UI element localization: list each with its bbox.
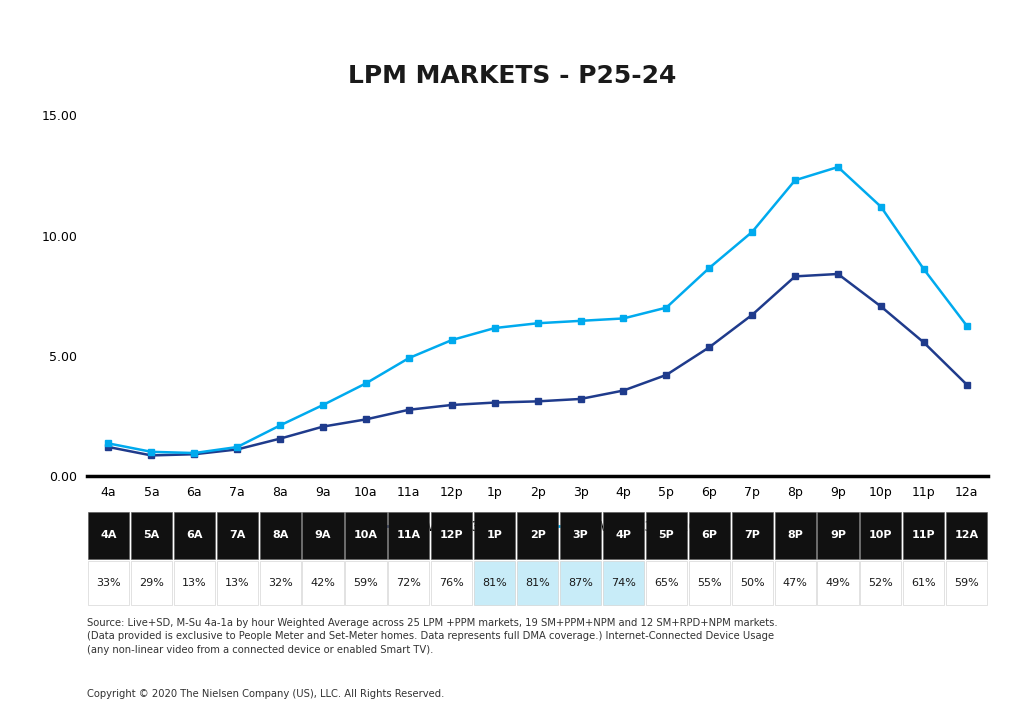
Text: 72%: 72%	[396, 578, 421, 588]
Text: 13%: 13%	[225, 578, 250, 588]
Bar	[774, 561, 816, 606]
Bar	[817, 512, 858, 559]
Text: 59%: 59%	[954, 578, 979, 588]
Bar	[474, 512, 515, 559]
Text: 12A: 12A	[954, 530, 979, 540]
Bar	[903, 561, 944, 606]
Text: 12P: 12P	[440, 530, 464, 540]
Bar	[217, 561, 258, 606]
Legend: WK OF 3/2/20, WK OF 3/23/20: WK OF 3/2/20, WK OF 3/23/20	[373, 514, 702, 539]
Text: 61%: 61%	[911, 578, 936, 588]
Bar	[345, 561, 386, 606]
Bar	[517, 512, 558, 559]
Text: 9P: 9P	[830, 530, 846, 540]
Bar	[603, 561, 644, 606]
Text: 8P: 8P	[787, 530, 803, 540]
Bar	[345, 512, 386, 559]
Bar	[774, 512, 816, 559]
Bar	[174, 512, 215, 559]
Text: 4A: 4A	[100, 530, 117, 540]
Text: 8A: 8A	[272, 530, 289, 540]
Bar	[431, 561, 472, 606]
Bar	[646, 561, 687, 606]
Bar	[131, 512, 172, 559]
Text: Source: Live+SD, M-Su 4a-1a by hour Weighted Average across 25 LPM +PPM markets,: Source: Live+SD, M-Su 4a-1a by hour Weig…	[87, 618, 777, 655]
Text: Copyright © 2020 The Nielsen Company (US), LLC. All Rights Reserved.: Copyright © 2020 The Nielsen Company (US…	[87, 689, 444, 699]
Bar	[903, 512, 944, 559]
Bar	[302, 512, 344, 559]
Text: 49%: 49%	[825, 578, 850, 588]
Text: 2P: 2P	[529, 530, 546, 540]
Bar	[689, 561, 730, 606]
Text: LPM MARKETS - P25-24: LPM MARKETS - P25-24	[348, 63, 676, 88]
Bar	[946, 561, 987, 606]
Bar	[817, 561, 858, 606]
Text: 87%: 87%	[568, 578, 593, 588]
Text: 4P: 4P	[615, 530, 632, 540]
Text: 32%: 32%	[267, 578, 293, 588]
Text: 10P: 10P	[869, 530, 893, 540]
Text: 1P: 1P	[486, 530, 503, 540]
Bar	[474, 561, 515, 606]
Text: 9A: 9A	[314, 530, 332, 540]
Bar	[388, 512, 429, 559]
Text: 47%: 47%	[782, 578, 808, 588]
Text: 81%: 81%	[525, 578, 550, 588]
Text: 6P: 6P	[701, 530, 717, 540]
Bar	[174, 561, 215, 606]
Bar	[946, 512, 987, 559]
Text: 3P: 3P	[572, 530, 589, 540]
Bar	[88, 512, 129, 559]
Text: 50%: 50%	[739, 578, 765, 588]
Bar	[860, 512, 901, 559]
Bar	[603, 512, 644, 559]
Bar	[431, 512, 472, 559]
Text: 55%: 55%	[697, 578, 722, 588]
Bar	[560, 512, 601, 559]
Bar	[731, 512, 773, 559]
Text: 33%: 33%	[96, 578, 121, 588]
Bar	[731, 561, 773, 606]
Text: 13%: 13%	[182, 578, 207, 588]
Bar	[217, 512, 258, 559]
Bar	[860, 561, 901, 606]
Text: 76%: 76%	[439, 578, 464, 588]
Bar	[302, 561, 344, 606]
Bar	[560, 561, 601, 606]
Text: n: n	[967, 19, 987, 50]
Bar	[646, 512, 687, 559]
Text: 10A: 10A	[354, 530, 378, 540]
Text: 5A: 5A	[143, 530, 160, 540]
Text: 6A: 6A	[186, 530, 203, 540]
Text: 29%: 29%	[139, 578, 164, 588]
Text: 42%: 42%	[310, 578, 336, 588]
Text: 5P: 5P	[658, 530, 674, 540]
Text: 7P: 7P	[744, 530, 760, 540]
Text: 81%: 81%	[482, 578, 507, 588]
Text: 59%: 59%	[353, 578, 378, 588]
Bar	[517, 561, 558, 606]
Bar	[259, 561, 301, 606]
Text: 65%: 65%	[654, 578, 679, 588]
Bar	[388, 561, 429, 606]
Text: 11A: 11A	[397, 530, 421, 540]
Text: 11P: 11P	[912, 530, 936, 540]
Bar	[689, 512, 730, 559]
Bar	[259, 512, 301, 559]
Bar	[88, 561, 129, 606]
Text: 7A: 7A	[229, 530, 246, 540]
Text: 74%: 74%	[611, 578, 636, 588]
Bar	[131, 561, 172, 606]
Text: 52%: 52%	[868, 578, 893, 588]
